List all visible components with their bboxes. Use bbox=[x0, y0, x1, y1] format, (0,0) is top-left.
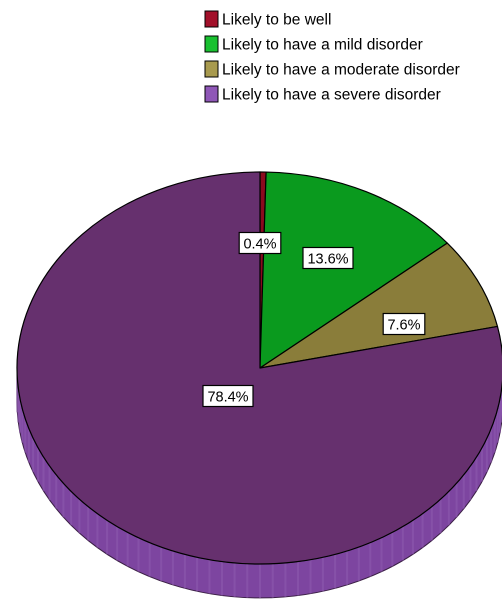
data-label-box-likely-to-be-well bbox=[238, 231, 282, 255]
data-label-likely-to-have-a-severe-disorder: 78.4% bbox=[207, 390, 248, 406]
data-label-box-likely-to-have-a-mild-disorder bbox=[302, 246, 354, 270]
data-label-likely-to-have-a-moderate-disorder: 7.6% bbox=[387, 318, 420, 334]
legend-swatch-likely-to-be-well bbox=[204, 10, 219, 28]
data-labels: 0.4% 13.6% 7.6% 78.4% bbox=[202, 231, 426, 408]
legend: Likely to be well Likely to have a mild d… bbox=[204, 10, 460, 104]
data-label-box-likely-to-have-a-severe-disorder bbox=[202, 384, 254, 408]
legend-label-likely-to-have-a-mild-disorder: Likely to have a mild disorder bbox=[222, 37, 423, 54]
legend-swatch-likely-to-have-a-mild-disorder bbox=[204, 35, 219, 53]
pie-slices bbox=[16, 171, 502, 565]
legend-label-likely-to-have-a-severe-disorder: Likely to have a severe disorder bbox=[222, 87, 441, 104]
data-label-likely-to-be-well: 0.4% bbox=[243, 237, 276, 253]
legend-label-likely-to-be-well: Likely to be well bbox=[222, 12, 331, 29]
pie-side-wall bbox=[16, 367, 502, 599]
data-label-box-likely-to-have-a-moderate-disorder bbox=[382, 312, 426, 336]
pie-slice-likely-to-have-a-severe-disorder bbox=[16, 171, 502, 565]
legend-swatch-likely-to-have-a-severe-disorder bbox=[204, 85, 219, 103]
pie-slice-likely-to-have-a-mild-disorder bbox=[259, 171, 448, 369]
legend-label-likely-to-have-a-moderate-disorder: Likely to have a moderate disorder bbox=[222, 62, 460, 79]
legend-swatch-likely-to-have-a-moderate-disorder bbox=[204, 60, 219, 78]
data-label-likely-to-have-a-mild-disorder: 13.6% bbox=[307, 252, 348, 268]
